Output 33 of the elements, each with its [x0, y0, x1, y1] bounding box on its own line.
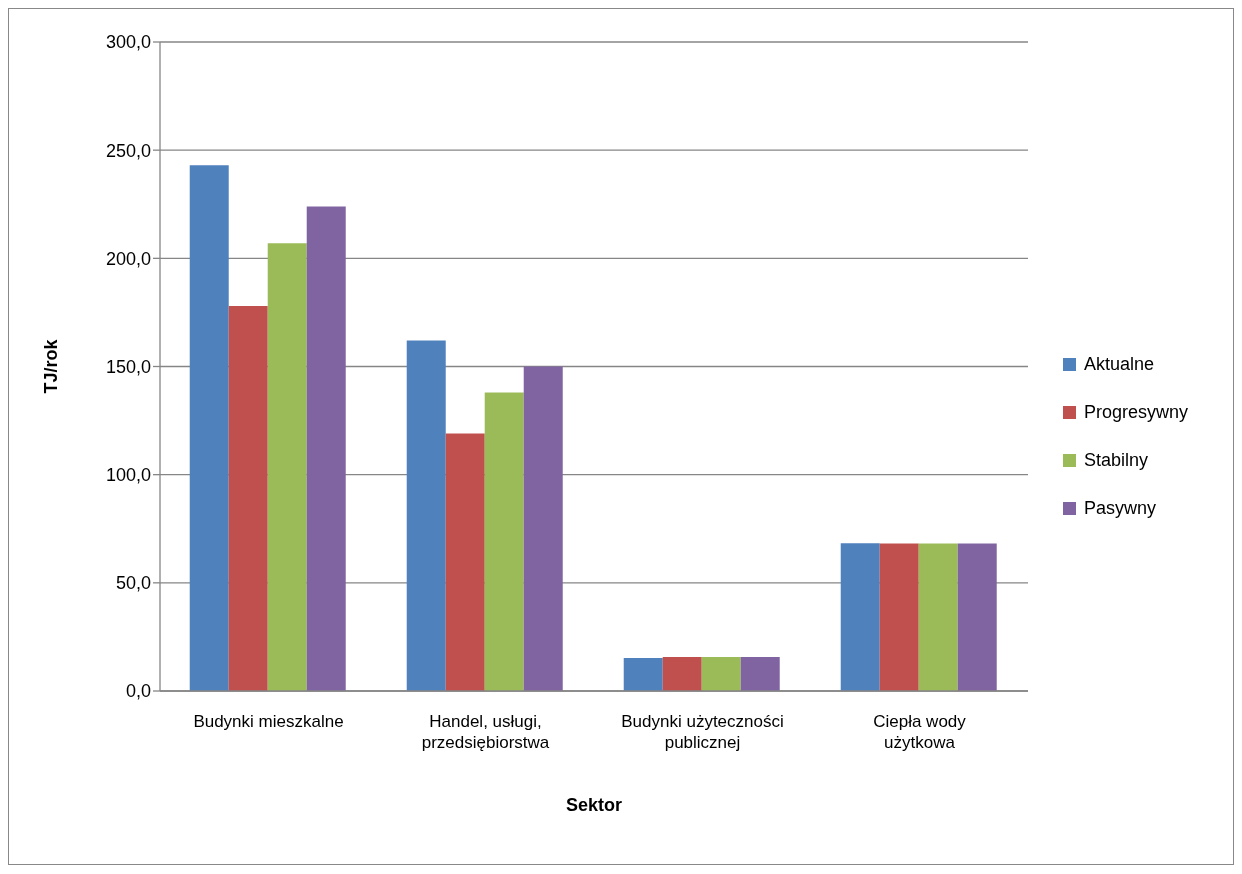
- y-tick-label: 0,0: [125, 681, 151, 702]
- y-axis-title: TJ/rok: [41, 338, 62, 394]
- bar: [306, 206, 346, 691]
- x-tick-label: Handel, usługi, przedsiębiorstwa: [421, 712, 550, 753]
- bar: [840, 543, 880, 691]
- bar: [623, 658, 663, 691]
- bar: [406, 340, 446, 691]
- y-tick-label: 50,0: [115, 573, 151, 594]
- bar: [228, 305, 268, 691]
- bar: [879, 543, 919, 691]
- x-tick-label: Budynki użyteczności publicznej: [621, 712, 784, 753]
- x-axis-title: Sektor: [565, 795, 623, 815]
- bar: [662, 657, 702, 691]
- legend-label: Aktualne: [1084, 354, 1155, 375]
- bar: [918, 543, 958, 691]
- y-tick-label: 300,0: [105, 32, 151, 53]
- bar: [957, 543, 997, 691]
- bar: [740, 657, 780, 691]
- bar: [484, 392, 524, 691]
- y-tick-label: 200,0: [105, 248, 151, 269]
- legend-label: Stabilny: [1084, 450, 1149, 471]
- bar: [445, 433, 485, 691]
- legend-label: Pasywny: [1084, 498, 1157, 519]
- y-tick-label: 250,0: [105, 140, 151, 161]
- bar: [701, 657, 741, 691]
- bar: [189, 165, 229, 691]
- x-tick-label: Ciepła wody użytkowa: [873, 712, 967, 753]
- x-tick-label: Budynki mieszkalne: [193, 712, 344, 732]
- bar: [523, 366, 563, 691]
- y-tick-label: 150,0: [105, 356, 151, 377]
- legend-label: Progresywny: [1084, 402, 1189, 423]
- bar: [267, 243, 307, 691]
- y-tick-label: 100,0: [105, 465, 151, 486]
